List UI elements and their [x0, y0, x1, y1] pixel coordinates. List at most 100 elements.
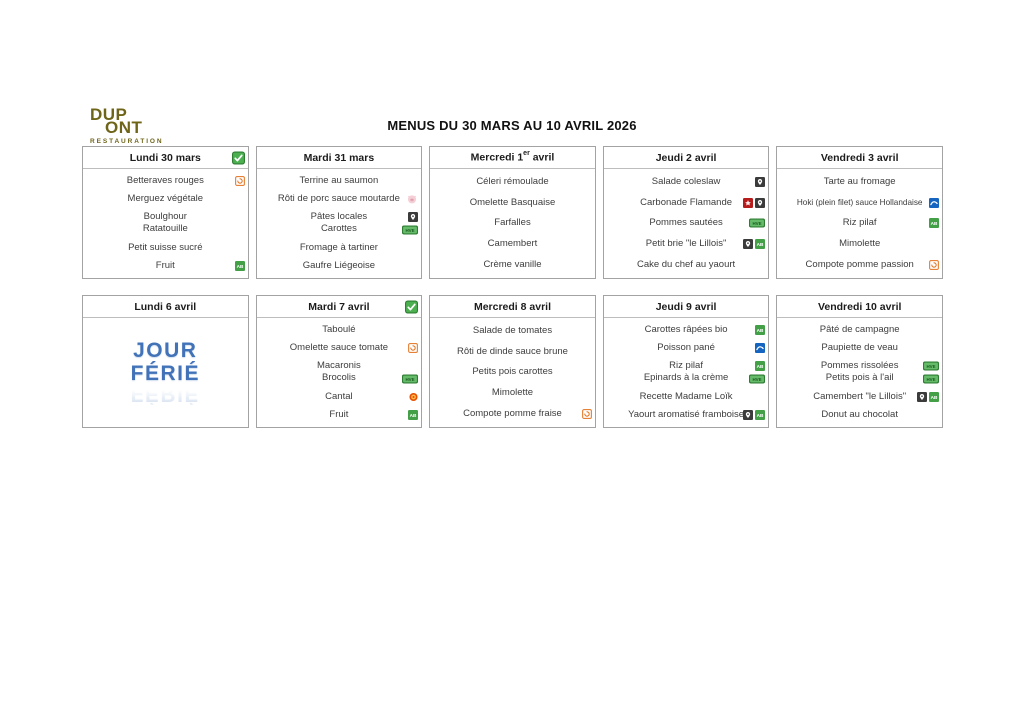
menu-item-label: Poisson pané	[657, 342, 715, 354]
menu-item-icons: AB	[743, 409, 766, 420]
menu-item-label: Carbonade Flamande	[640, 196, 733, 208]
menu-item-icons: HVE	[402, 225, 419, 235]
menu-item: Petit suisse sucré	[83, 242, 248, 254]
menu-item-line: Carottes râpées bio AB	[604, 324, 769, 336]
holiday-text: FÉRIÉ	[130, 361, 200, 385]
menu-item: Compote pomme fraise	[430, 408, 595, 420]
holiday-text-reflection: FÉRIÉ	[130, 383, 200, 406]
menu-item-line: Betteraves rouges	[83, 175, 248, 187]
menu-item-label: Pâtes locales	[310, 211, 368, 223]
menu-item-icons	[408, 343, 419, 354]
menu-item-icons: HVE	[402, 374, 419, 384]
menu-card-body: Salade coleslaw Carbonade Flamande Pommes …	[604, 169, 769, 278]
menu-card-body: Tarte au fromage Hoki (plein filet) sauce…	[777, 169, 942, 278]
menu-item-icons: AB	[755, 325, 766, 336]
menu-item-icons: AB	[755, 361, 766, 372]
bio-label-icon: AB	[755, 239, 766, 250]
menu-item-icons: AB	[916, 391, 939, 402]
svg-text:AB: AB	[757, 328, 764, 333]
menu-card: Mercredi 8 avril Salade de tomates Rôti d…	[429, 295, 596, 428]
holiday-text: JOUR	[133, 338, 198, 362]
logo-text-bottom: ONT	[105, 118, 143, 137]
menu-card-date: Mardi 31 mars	[303, 151, 375, 164]
svg-text:AB: AB	[757, 242, 764, 247]
menu-card: Jeudi 2 avril Salade coleslaw Carbonade F…	[602, 146, 770, 279]
menu-card-header: Mercredi 8 avril	[430, 296, 595, 318]
menu-item: Céleri rémoulade	[430, 176, 595, 188]
menu-item-line: Salade de tomates	[430, 325, 595, 337]
menu-item-icons	[409, 392, 418, 401]
menu-item: Cake du chef au yaourt	[604, 259, 769, 271]
svg-text:AB: AB	[757, 364, 764, 369]
menu-item: Fromage à tartiner	[257, 242, 422, 254]
menu-item-label: Farfalles	[494, 217, 531, 229]
menu-card-date: Lundi 30 mars	[129, 151, 201, 164]
check-icon	[231, 151, 245, 164]
menu-item: Mimolette	[430, 387, 595, 399]
menu-item-line: Cantal	[257, 391, 422, 403]
menu-item-label: Petit suisse sucré	[128, 241, 203, 253]
menu-item-line: Tarte au fromage	[777, 176, 942, 188]
menu-item-line: Hoki (plein filet) sauce Hollandaise	[777, 197, 942, 209]
menu-item-icons: HVE	[749, 219, 766, 228]
svg-text:AB: AB	[757, 413, 764, 418]
menu-card-body: Taboulé Omelette sauce tomate Macaronis Bro…	[257, 318, 422, 427]
menu-item-label: Paupiette de veau	[821, 342, 898, 354]
menu-item-line: Boulghour	[83, 211, 248, 223]
menu-item-label: Omelette sauce tomate	[289, 342, 388, 354]
menu-card-header: Lundi 6 avril	[83, 296, 248, 318]
menu-item: Crème vanille	[430, 259, 595, 271]
menu-card-body: Pâté de campagne Paupiette de veau Pommes …	[777, 318, 942, 427]
menu-item-label: Petits pois carottes	[472, 366, 553, 378]
menu-item: Compote pomme passion	[777, 259, 942, 271]
menu-item: Fruit AB	[257, 409, 422, 421]
menu-item-icons	[581, 408, 592, 419]
menu-item-label: Taboulé	[322, 323, 356, 335]
menu-item-label: Fruit	[329, 408, 349, 420]
menu-item: Pâté de campagne	[777, 324, 942, 336]
menu-item: Carottes râpées bio AB	[604, 324, 769, 336]
menu-card-header: Vendredi 3 avril	[777, 147, 942, 169]
menu-item-line: Paupiette de veau	[777, 342, 942, 354]
menu-item-label: Epinards à la crème	[643, 372, 729, 384]
menu-item-label: Compote pomme fraise	[463, 407, 562, 419]
menu-card-body: Terrine au saumon Rôti de porc sauce mout…	[257, 169, 422, 278]
menu-item-icons	[755, 343, 766, 354]
menu-item-label: Omelette Basquaise	[469, 196, 556, 208]
menu-item-line: Poisson pané	[604, 342, 769, 354]
menu-item-label: Rôti de porc sauce moutarde	[277, 193, 400, 205]
menu-card-date: Jeudi 2 avril	[655, 151, 717, 164]
menu-item: Cantal	[257, 391, 422, 403]
menu-item-label: Pommes sautées	[649, 217, 723, 229]
menu-card-body: JOUR FÉRIÉ FÉRIÉ	[83, 318, 248, 427]
hve-label-icon: HVE	[402, 374, 419, 384]
menu-item-label: Compote pomme passion	[805, 258, 914, 270]
menu-item-icons	[928, 197, 939, 208]
menu-item: Farfalles	[430, 217, 595, 229]
menu-item-label: Tarte au fromage	[823, 176, 896, 188]
svg-text:HVE: HVE	[926, 377, 935, 382]
orange-label-icon	[581, 408, 592, 419]
check-icon	[405, 300, 419, 313]
menu-item: Poisson pané	[604, 342, 769, 354]
menu-card: Mardi 31 mars Terrine au saumon Rôti de p…	[255, 146, 423, 279]
bio-label-icon: AB	[928, 391, 939, 402]
ordinal-superscript: er	[523, 150, 530, 158]
menu-item: Pâtes locales Carottes HVE	[257, 211, 422, 236]
menu-item-label: Fromage à tartiner	[299, 241, 378, 253]
menu-item-line: Salade coleslaw	[604, 176, 769, 188]
menu-item-line: Riz pilaf AB	[604, 360, 769, 372]
menu-item: Donut au chocolat	[777, 409, 942, 421]
menu-item-line: Fruit AB	[257, 409, 422, 421]
menu-item: Betteraves rouges	[83, 175, 248, 187]
menu-item-line: Omelette Basquaise	[430, 197, 595, 209]
menu-item-line: Terrine au saumon	[257, 175, 422, 187]
menu-item: Boulghour Ratatouille	[83, 211, 248, 236]
local-origin-pin-icon	[755, 177, 766, 188]
menu-item-label: Merguez végétale	[127, 193, 204, 205]
svg-text:HVE: HVE	[753, 377, 762, 382]
menu-item: Pommes rissolées HVE Petits pois à l'ail HV…	[777, 360, 942, 385]
menu-item-icons	[234, 176, 245, 186]
logo-subtitle: RESTAURATION	[90, 138, 164, 145]
menu-card-header: Vendredi 10 avril	[777, 296, 942, 318]
